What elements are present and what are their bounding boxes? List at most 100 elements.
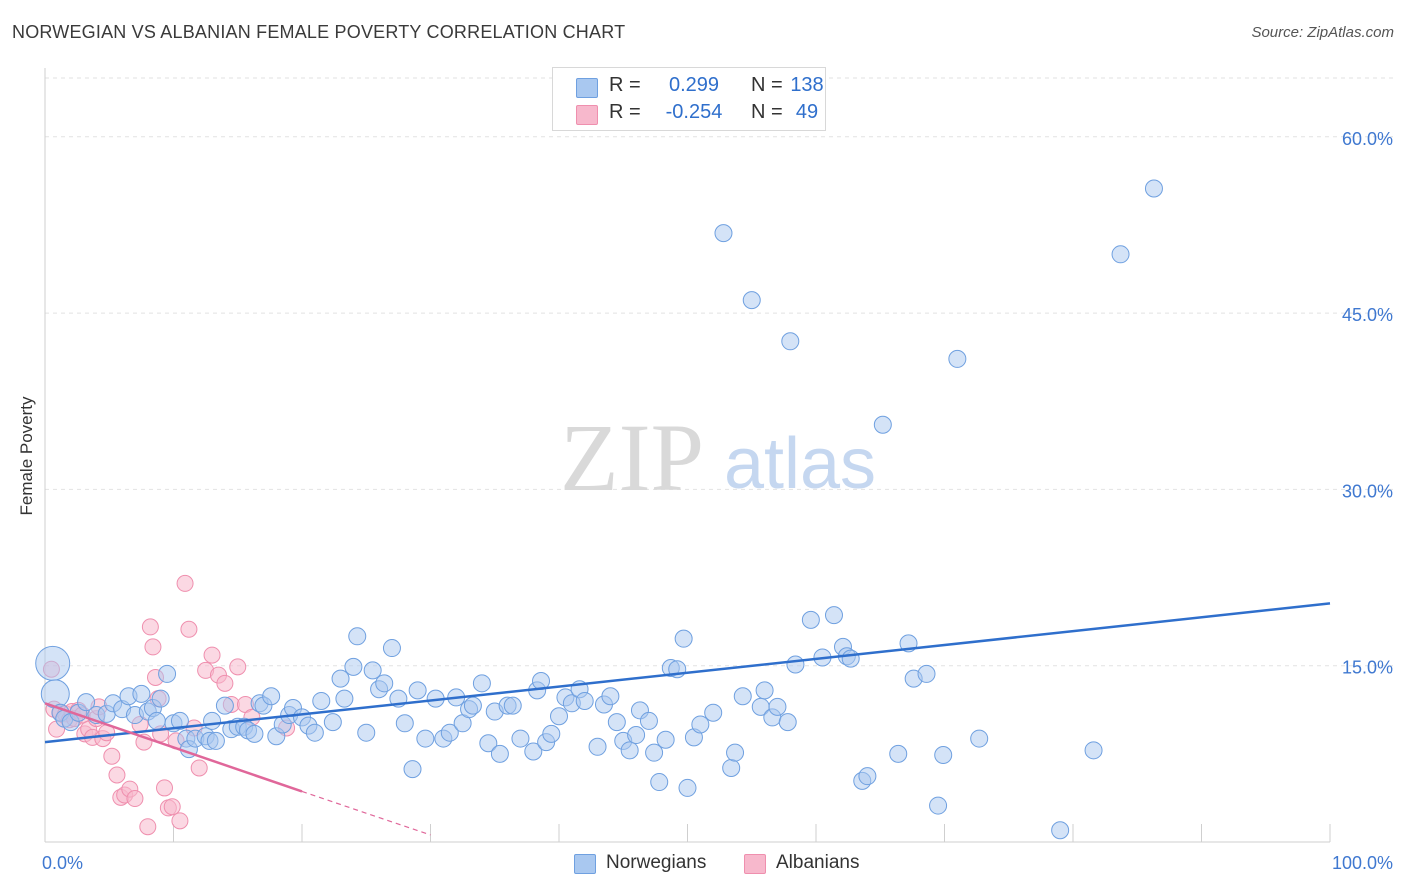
y-tick-label: 45.0% [1342, 305, 1393, 325]
norwegians-point [348, 627, 367, 646]
norwegians-point [262, 687, 281, 706]
stats-legend: R = 0.299 N = 138 R = -0.254 N = 49 [552, 67, 826, 131]
norwegians-point [503, 696, 522, 715]
norwegians-point [1111, 245, 1130, 264]
norwegians-point [170, 711, 189, 730]
norwegians-point [550, 707, 568, 726]
albanians-point [216, 674, 234, 692]
norwegians-point [335, 689, 354, 708]
norwegians-point [722, 758, 741, 777]
norwegians-point [858, 767, 877, 786]
x-tick-label: 100.0% [1332, 853, 1393, 873]
albanians-point [180, 620, 198, 638]
norwegians-point [1051, 821, 1070, 840]
albanians-trendline-extension [301, 790, 431, 836]
norwegians-point [1084, 741, 1103, 760]
albanians-point [126, 790, 144, 808]
norwegians-point [403, 760, 422, 779]
norwegians-point [132, 684, 151, 703]
albanians-point [144, 638, 162, 656]
albanians-point [163, 798, 181, 816]
watermark: ZIP atlas [560, 404, 876, 511]
norwegians-point [786, 655, 805, 674]
norwegians-point [733, 687, 752, 706]
norwegians-point [357, 723, 376, 742]
n-label: N = [751, 101, 783, 123]
norwegians-swatch [576, 78, 598, 98]
watermark-zip: ZIP [560, 404, 704, 511]
albanians-point [139, 818, 157, 836]
norwegians-point [755, 681, 774, 700]
norwegians-point [408, 681, 427, 700]
albanians-swatch [576, 105, 598, 125]
norwegians-point [726, 743, 745, 762]
norwegians-point [344, 657, 363, 676]
norwegians-point [575, 691, 594, 710]
norwegians-point [206, 731, 225, 750]
norwegians-point [704, 703, 723, 722]
y-tick-label: 30.0% [1342, 481, 1393, 501]
norwegians-swatch [574, 854, 596, 874]
norwegians-label: Norwegians [606, 852, 707, 873]
albanians-swatch [744, 854, 766, 874]
albanians-point [229, 658, 247, 676]
norwegians-trendline [44, 602, 1331, 744]
albanians-label: Albanians [776, 852, 860, 873]
norwegians-point [395, 714, 414, 733]
albanians-point [156, 779, 174, 797]
norwegians-point [479, 734, 498, 753]
albanians-point [171, 812, 189, 830]
norwegians-point [778, 713, 797, 732]
norwegians-point [158, 664, 177, 683]
norwegians-point [490, 744, 509, 763]
r-value: -0.254 [665, 101, 723, 123]
n-value: 138 [790, 74, 824, 96]
norwegians-point [841, 649, 860, 668]
norwegians-point [312, 691, 331, 710]
norwegians-point [472, 674, 491, 693]
norwegians-point [542, 724, 561, 743]
norwegians-point [151, 689, 170, 708]
r-value: 0.299 [668, 74, 720, 96]
norwegians-point [323, 713, 342, 732]
norwegians-point [620, 741, 639, 760]
norwegians-point [331, 669, 350, 688]
norwegians-point [601, 687, 620, 706]
norwegians-point [970, 729, 989, 748]
norwegians-point [645, 743, 664, 762]
norwegians-point [440, 723, 459, 742]
norwegians-point [674, 629, 693, 648]
albanians-point [190, 759, 208, 777]
chart-title: NORWEGIAN VS ALBANIAN FEMALE POVERTY COR… [12, 22, 626, 42]
norwegians-point [656, 730, 675, 749]
r-label: R = [609, 74, 641, 96]
norwegians-point [363, 661, 382, 680]
norwegians-point [781, 332, 800, 351]
norwegians-point [801, 610, 820, 629]
norwegians-point [824, 606, 843, 625]
norwegians-point [147, 711, 166, 730]
norwegians-point [889, 744, 908, 763]
norwegians-point [203, 711, 222, 730]
norwegians-point [691, 715, 710, 734]
norwegians-point [382, 639, 401, 658]
norwegians-point [511, 729, 530, 748]
norwegians-point [375, 674, 394, 693]
norwegians-point [917, 664, 936, 683]
norwegians-point [35, 645, 71, 681]
albanians-point [103, 747, 121, 765]
n-label: N = [751, 74, 783, 96]
norwegians-point [607, 713, 626, 732]
albanians-point [108, 766, 126, 784]
albanians-point [203, 646, 221, 664]
norwegians-point [768, 697, 787, 716]
norwegians-point [524, 742, 543, 761]
norwegians-point [678, 778, 697, 797]
norwegians-point [948, 349, 967, 368]
source-label: Source: ZipAtlas.com [1251, 24, 1394, 41]
norwegians-point [215, 696, 234, 715]
norwegians-point [305, 723, 324, 742]
norwegians-point [588, 737, 607, 756]
norwegians-point [77, 693, 96, 712]
norwegians-point [627, 726, 646, 745]
